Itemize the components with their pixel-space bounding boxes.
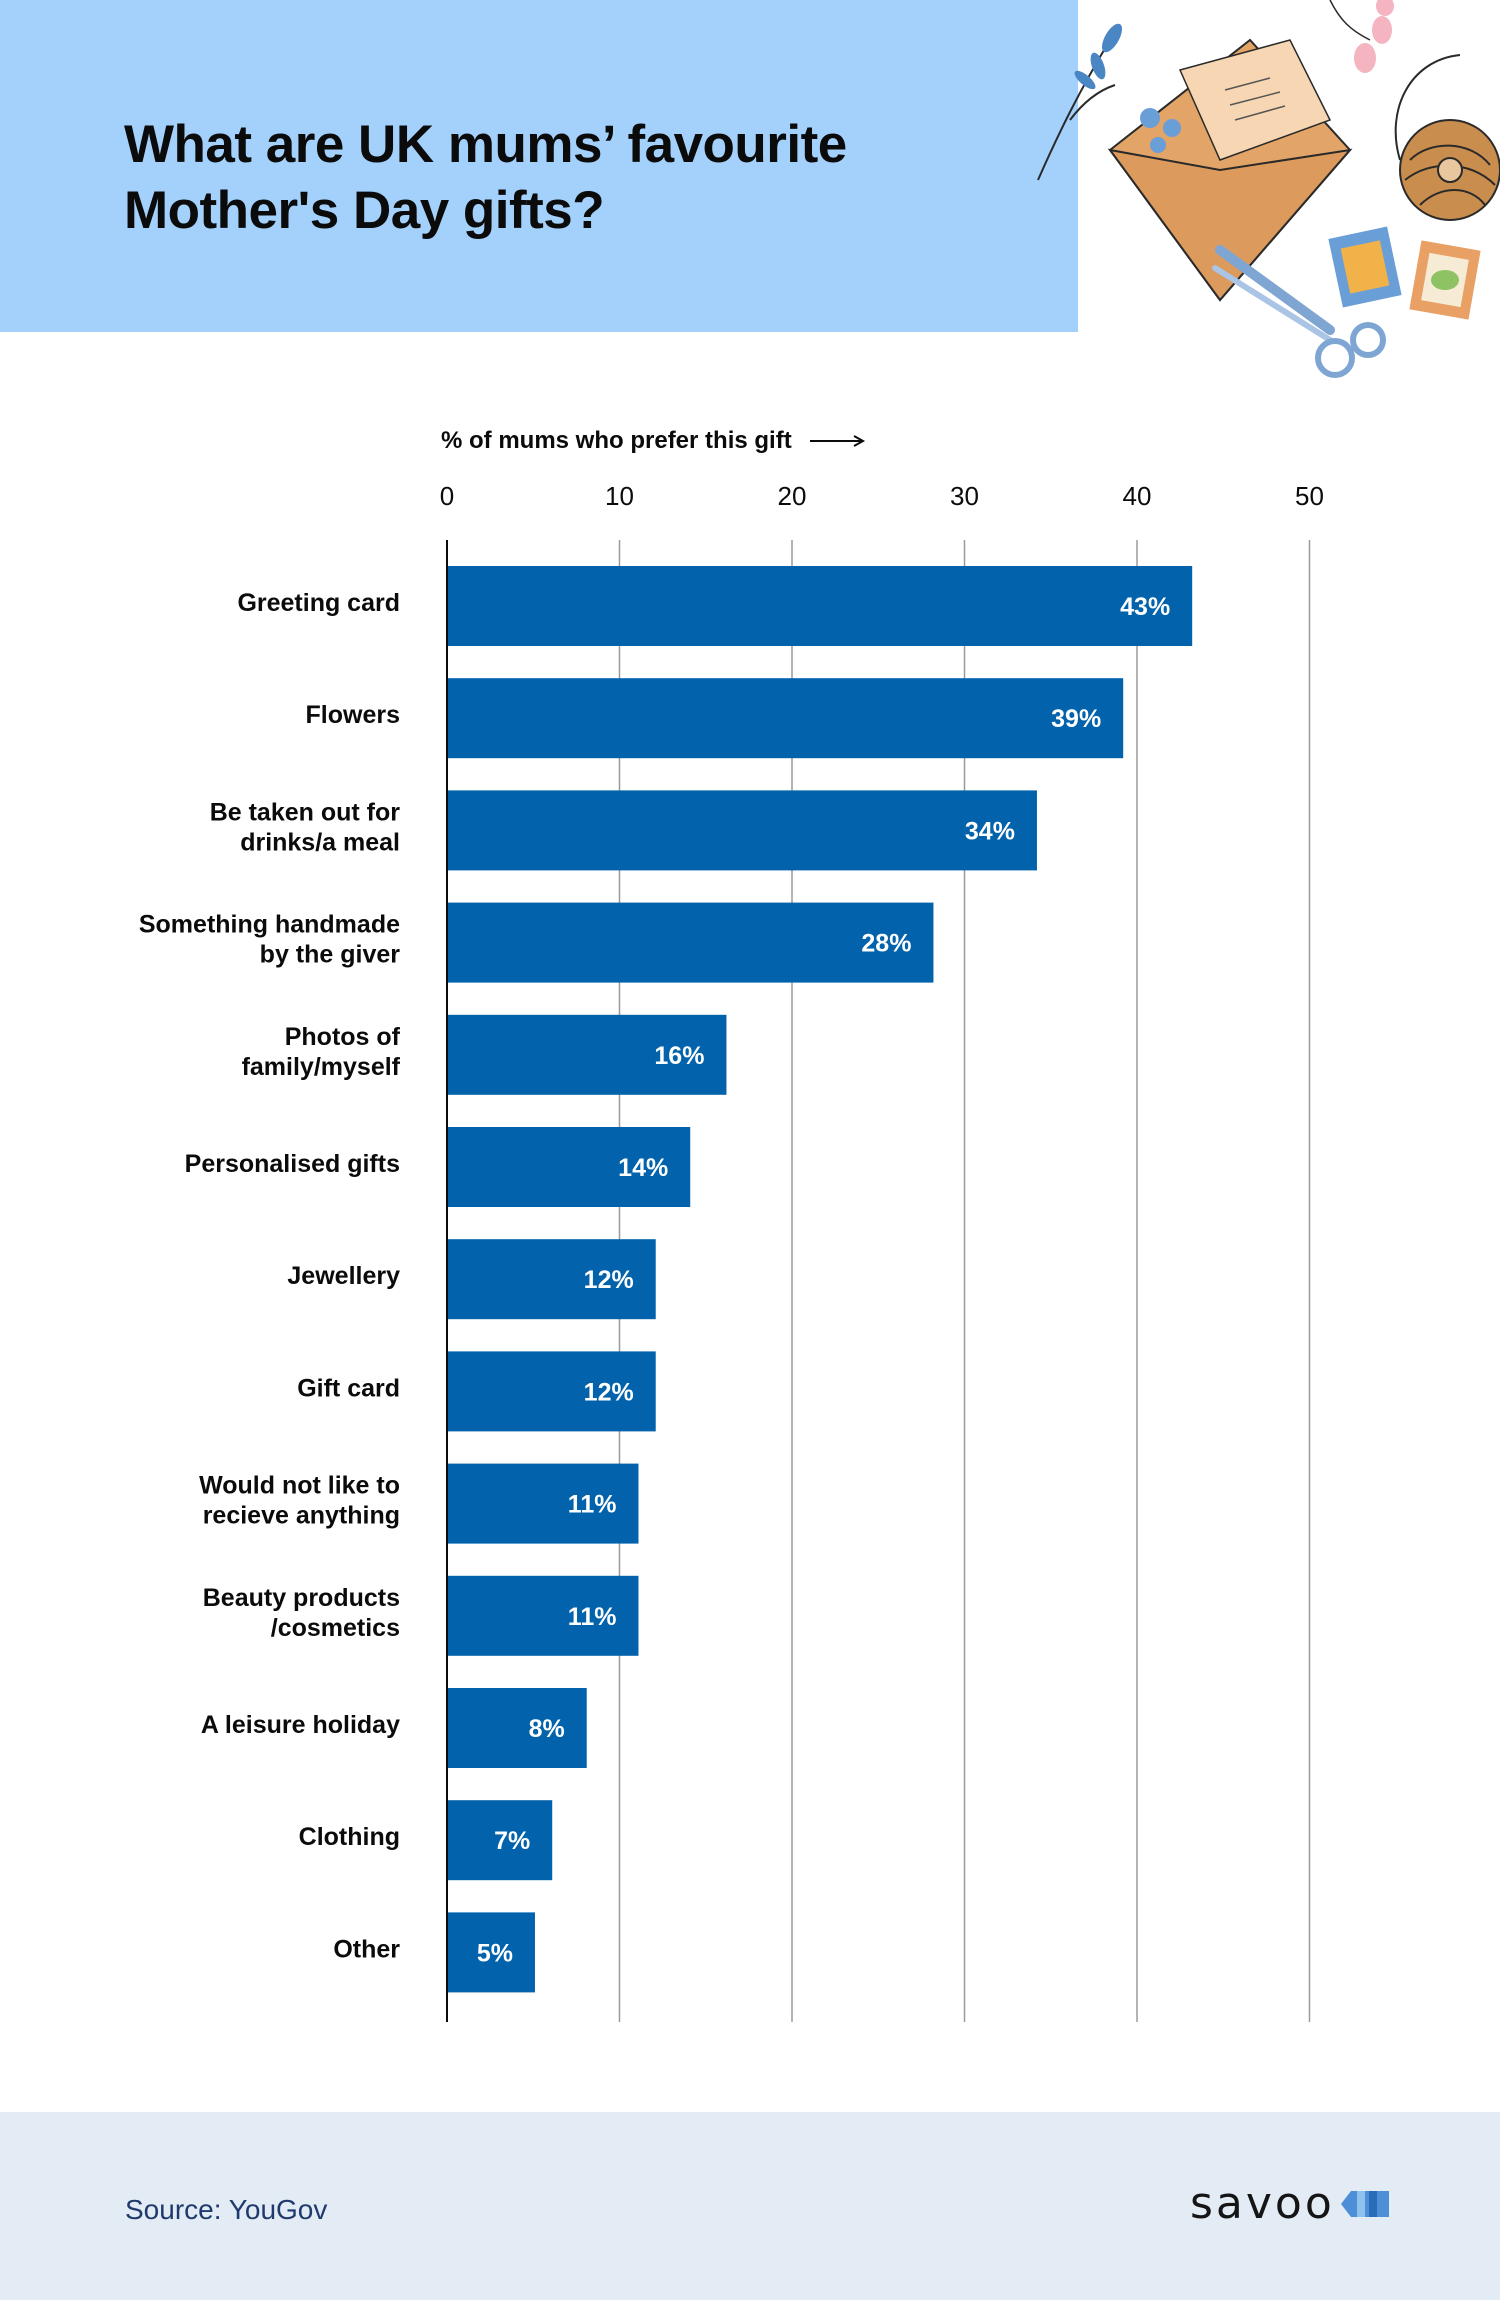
category-label: Personalised gifts [185,1150,400,1178]
x-tick-label: 0 [440,481,454,511]
category-label: Flowers [306,701,400,729]
x-tick-label: 50 [1295,481,1324,511]
footer: Source: YouGov savoo [0,2112,1500,2300]
bar [447,678,1124,759]
bar [447,790,1037,871]
axis-caption-text: % of mums who prefer this gift [441,427,792,454]
x-tick-label: 10 [605,481,634,511]
bar [447,1688,587,1768]
bar [447,566,1193,646]
bar [447,1575,639,1656]
bar-value-label: 14% [618,1154,668,1182]
category-label: Gift card [297,1374,400,1402]
bar [447,1239,656,1320]
category-label: Beauty products/cosmetics [203,1584,400,1642]
category-label: A leisure holiday [201,1711,400,1739]
bar [447,1463,639,1544]
bar-value-label: 11% [568,1491,617,1519]
bar-value-label: 34% [965,817,1015,845]
source-note: Source: YouGov [125,2194,328,2225]
bar-value-label: 43% [1120,593,1170,621]
category-label: Other [333,1935,400,1963]
bar-value-label: 16% [654,1042,704,1070]
bar-value-label: 39% [1051,705,1101,733]
bar [447,902,934,983]
bar-value-label: 8% [529,1715,565,1743]
tag-icon [1340,2190,1389,2217]
category-label: Clothing [299,1823,400,1851]
category-label: Jewellery [287,1262,400,1290]
page-title: What are UK mums’ favourite Mother's Day… [124,115,847,240]
bar-value-label: 11% [568,1603,617,1631]
category-label: Be taken out for drinks/a meal [210,798,401,856]
category-label: Greeting card [237,589,400,617]
bar-value-label: 12% [584,1266,634,1294]
bar [447,1912,535,1993]
x-tick-label: 20 [778,481,807,511]
arrow-right-icon [809,435,865,447]
brand-wordmark: savoo [1190,2178,1335,2229]
bar-value-label: 5% [477,1939,513,1967]
bar [447,1351,656,1432]
category-label: Photos of family/myself [242,1023,401,1081]
bar [447,1014,727,1095]
bar [447,1127,691,1207]
envelope-craft-illustration [1037,0,1500,378]
x-tick-label: 40 [1123,481,1152,511]
header-band [0,0,1078,332]
bar-chart: 0 10 20 30 40 50 43% Greeting card 39% Flowers 34%… [139,481,1324,2022]
bar [447,1800,553,1881]
x-tick-label: 30 [950,481,979,511]
category-label: Would not like to recieve anything [199,1472,400,1530]
axis-caption: % of mums who prefer this gift [441,427,866,455]
category-label: Something handmade by the giver [139,911,400,969]
bar-value-label: 12% [584,1378,634,1406]
brand-logo: savoo [1190,2178,1391,2229]
bar-value-label: 7% [494,1827,530,1855]
bar-value-label: 28% [861,930,911,958]
